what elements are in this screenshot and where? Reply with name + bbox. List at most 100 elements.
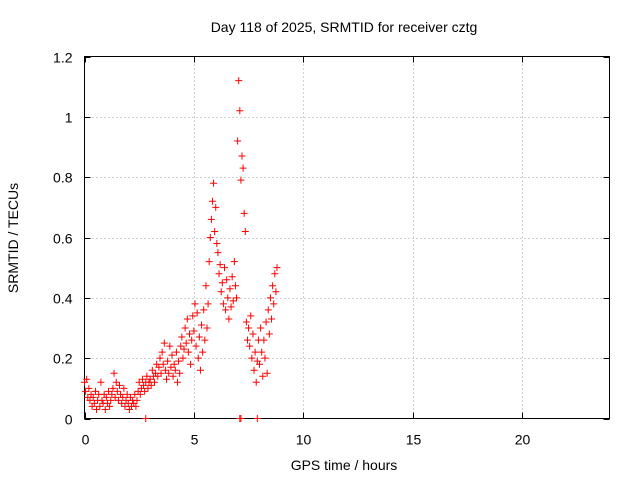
- chart-title: Day 118 of 2025, SRMTID for receiver czt…: [211, 19, 478, 35]
- data-point: [142, 415, 150, 422]
- grid-lines: [84, 56, 610, 419]
- data-point: [171, 366, 179, 374]
- y-axis-label: SRMTID / TECUs: [5, 183, 21, 293]
- data-point: [148, 366, 156, 374]
- data-point: [219, 300, 227, 308]
- data-point: [121, 402, 129, 410]
- data-point: [108, 390, 116, 398]
- data-point: [214, 249, 222, 257]
- data-point: [253, 415, 261, 422]
- data-point: [105, 387, 113, 395]
- data-point: [188, 336, 196, 344]
- data-point: [272, 288, 280, 296]
- data-point: [154, 372, 162, 380]
- data-point: [231, 282, 239, 290]
- data-point: [93, 405, 101, 413]
- y-tick-label: 0.4: [53, 291, 73, 307]
- data-point: [239, 164, 247, 172]
- y-tick-label: 1: [65, 110, 73, 126]
- data-point: [259, 372, 267, 380]
- data-point: [114, 396, 122, 404]
- data-point: [238, 152, 246, 160]
- data-point: [113, 387, 121, 395]
- y-tick-label: 0: [65, 412, 73, 428]
- data-point: [157, 369, 165, 377]
- data-point: [203, 324, 211, 332]
- data-point: [265, 330, 273, 338]
- data-point: [175, 357, 183, 365]
- data-point: [215, 270, 223, 278]
- data-point: [156, 354, 164, 362]
- x-tick-label: 15: [406, 432, 422, 448]
- data-point: [146, 375, 154, 383]
- data-point: [182, 339, 190, 347]
- data-point: [165, 369, 173, 377]
- data-point: [210, 179, 218, 187]
- data-point: [216, 261, 224, 269]
- data-point: [144, 384, 152, 392]
- data-point: [237, 415, 245, 422]
- data-point: [101, 405, 109, 413]
- data-point: [266, 294, 274, 302]
- data-point: [213, 240, 221, 248]
- data-point: [109, 384, 117, 392]
- x-tick-label: 20: [515, 432, 531, 448]
- data-point: [227, 303, 235, 311]
- data-point: [186, 330, 193, 338]
- data-point: [133, 396, 141, 404]
- data-point: [187, 360, 195, 368]
- data-point: [207, 215, 215, 223]
- data-point: [258, 348, 266, 356]
- data-point: [195, 333, 203, 341]
- axis-ticks: 0 0.2 0.4 0.6 0.8 1 1.2 0 5 10 15 20: [53, 50, 610, 448]
- data-point: [190, 327, 198, 335]
- data-point: [167, 363, 175, 371]
- data-point: [271, 270, 279, 278]
- data-point: [179, 354, 187, 362]
- data-point: [184, 348, 192, 356]
- data-point: [118, 399, 126, 407]
- data-point: [110, 369, 118, 377]
- data-point: [83, 375, 91, 383]
- data-point: [164, 357, 172, 365]
- data-point: [198, 321, 206, 329]
- y-tick-label: 1.2: [53, 50, 73, 66]
- data-point: [136, 390, 144, 398]
- data-point: [97, 378, 105, 386]
- data-point: [107, 396, 115, 404]
- data-point: [201, 336, 209, 344]
- data-point: [225, 315, 233, 323]
- data-point: [85, 384, 93, 392]
- data-point: [243, 336, 251, 344]
- x-tick-label: 10: [296, 432, 312, 448]
- data-point: [111, 393, 119, 401]
- data-point: [132, 402, 140, 410]
- data-point: [89, 393, 97, 401]
- data-point: [260, 336, 268, 344]
- plot-frame: [84, 56, 610, 419]
- data-points: [81, 77, 281, 422]
- data-point: [176, 369, 184, 377]
- data-point: [86, 396, 94, 404]
- data-point: [90, 399, 98, 407]
- x-tick-label: 5: [191, 432, 199, 448]
- data-point: [183, 315, 191, 323]
- y-tick-label: 0.2: [53, 351, 73, 367]
- data-point: [178, 333, 186, 341]
- data-point: [250, 366, 258, 374]
- data-point: [212, 203, 220, 211]
- data-point: [120, 384, 128, 392]
- data-point: [143, 372, 151, 380]
- data-point: [96, 402, 104, 410]
- data-point: [194, 354, 202, 362]
- y-tick-label: 0.6: [53, 231, 73, 247]
- data-point: [224, 294, 232, 302]
- data-point: [161, 366, 169, 374]
- data-point: [163, 375, 171, 383]
- data-point: [116, 381, 123, 389]
- data-point: [200, 306, 208, 314]
- data-point: [191, 300, 199, 308]
- data-point: [246, 342, 254, 350]
- data-point: [181, 324, 189, 332]
